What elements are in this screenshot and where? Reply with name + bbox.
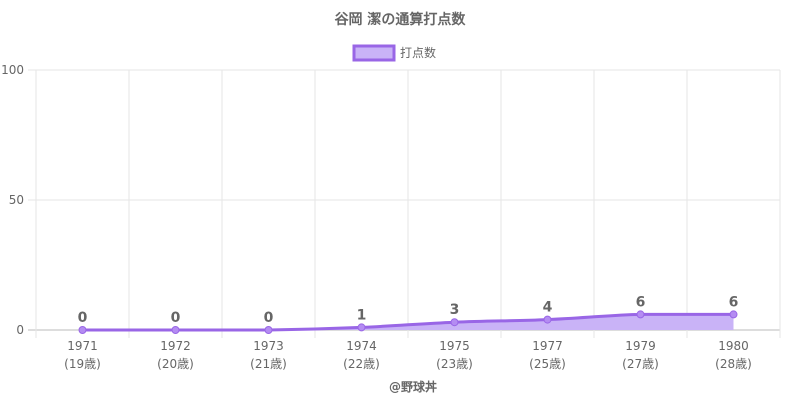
- y-tick-label: 100: [1, 63, 24, 77]
- legend-label: 打点数: [400, 45, 436, 60]
- series-line: [82, 312, 734, 332]
- data-point[interactable]: [450, 318, 459, 327]
- data-label: 6: [729, 294, 739, 310]
- x-tick-sublabel: (19歳): [64, 357, 101, 371]
- x-tick-label: 1975: [439, 339, 470, 353]
- x-tick-label: 1979: [625, 339, 656, 353]
- x-tick-sublabel: (28歳): [715, 357, 752, 371]
- data-point[interactable]: [543, 315, 552, 324]
- x-tick-sublabel: (27歳): [622, 357, 659, 371]
- data-label: 0: [78, 310, 88, 326]
- footer-credit: @野球丼: [389, 379, 437, 394]
- y-tick-label: 50: [9, 193, 24, 207]
- series-area: [82, 312, 734, 332]
- x-tick-label: 1980: [718, 339, 749, 353]
- x-tick-sublabel: (21歳): [250, 357, 287, 371]
- data-point[interactable]: [729, 310, 738, 319]
- data-label: 4: [543, 300, 553, 316]
- y-axis-ticks: 0 50 100: [1, 63, 24, 337]
- data-label: 3: [450, 302, 460, 318]
- y-tick-label: 0: [16, 323, 24, 337]
- data-point[interactable]: [78, 326, 87, 334]
- x-tick-sublabel: (20歳): [157, 357, 194, 371]
- legend[interactable]: 打点数: [352, 44, 436, 62]
- data-label: 0: [264, 310, 274, 326]
- data-point[interactable]: [636, 310, 645, 319]
- data-label: 0: [171, 310, 181, 326]
- x-tick-label: 1973: [253, 339, 284, 353]
- x-tick-label: 1977: [532, 339, 563, 353]
- grid: [28, 69, 781, 338]
- data-point[interactable]: [357, 323, 366, 332]
- series-area-fill: [82, 314, 734, 330]
- x-tick-sublabel: (25歳): [529, 357, 566, 371]
- x-tick-label: 1972: [160, 339, 191, 353]
- data-label: 6: [636, 294, 646, 310]
- data-point[interactable]: [171, 326, 180, 334]
- data-points: [78, 310, 738, 334]
- x-axis-ticks: 1971 (19歳) 1972 (20歳) 1973 (21歳) 1974 (22歳) 1975…: [64, 339, 752, 371]
- x-tick-label: 1974: [346, 339, 377, 353]
- chart-title: 谷岡 潔の通算打点数: [335, 11, 467, 28]
- x-tick-sublabel: (23歳): [436, 357, 473, 371]
- data-label: 1: [357, 307, 367, 323]
- legend-swatch: [352, 44, 396, 62]
- x-tick-label: 1971: [67, 339, 98, 353]
- data-point[interactable]: [264, 326, 273, 334]
- x-tick-sublabel: (22歳): [343, 357, 380, 371]
- data-labels: 0 0 0 1 3 4 6 6: [78, 294, 739, 326]
